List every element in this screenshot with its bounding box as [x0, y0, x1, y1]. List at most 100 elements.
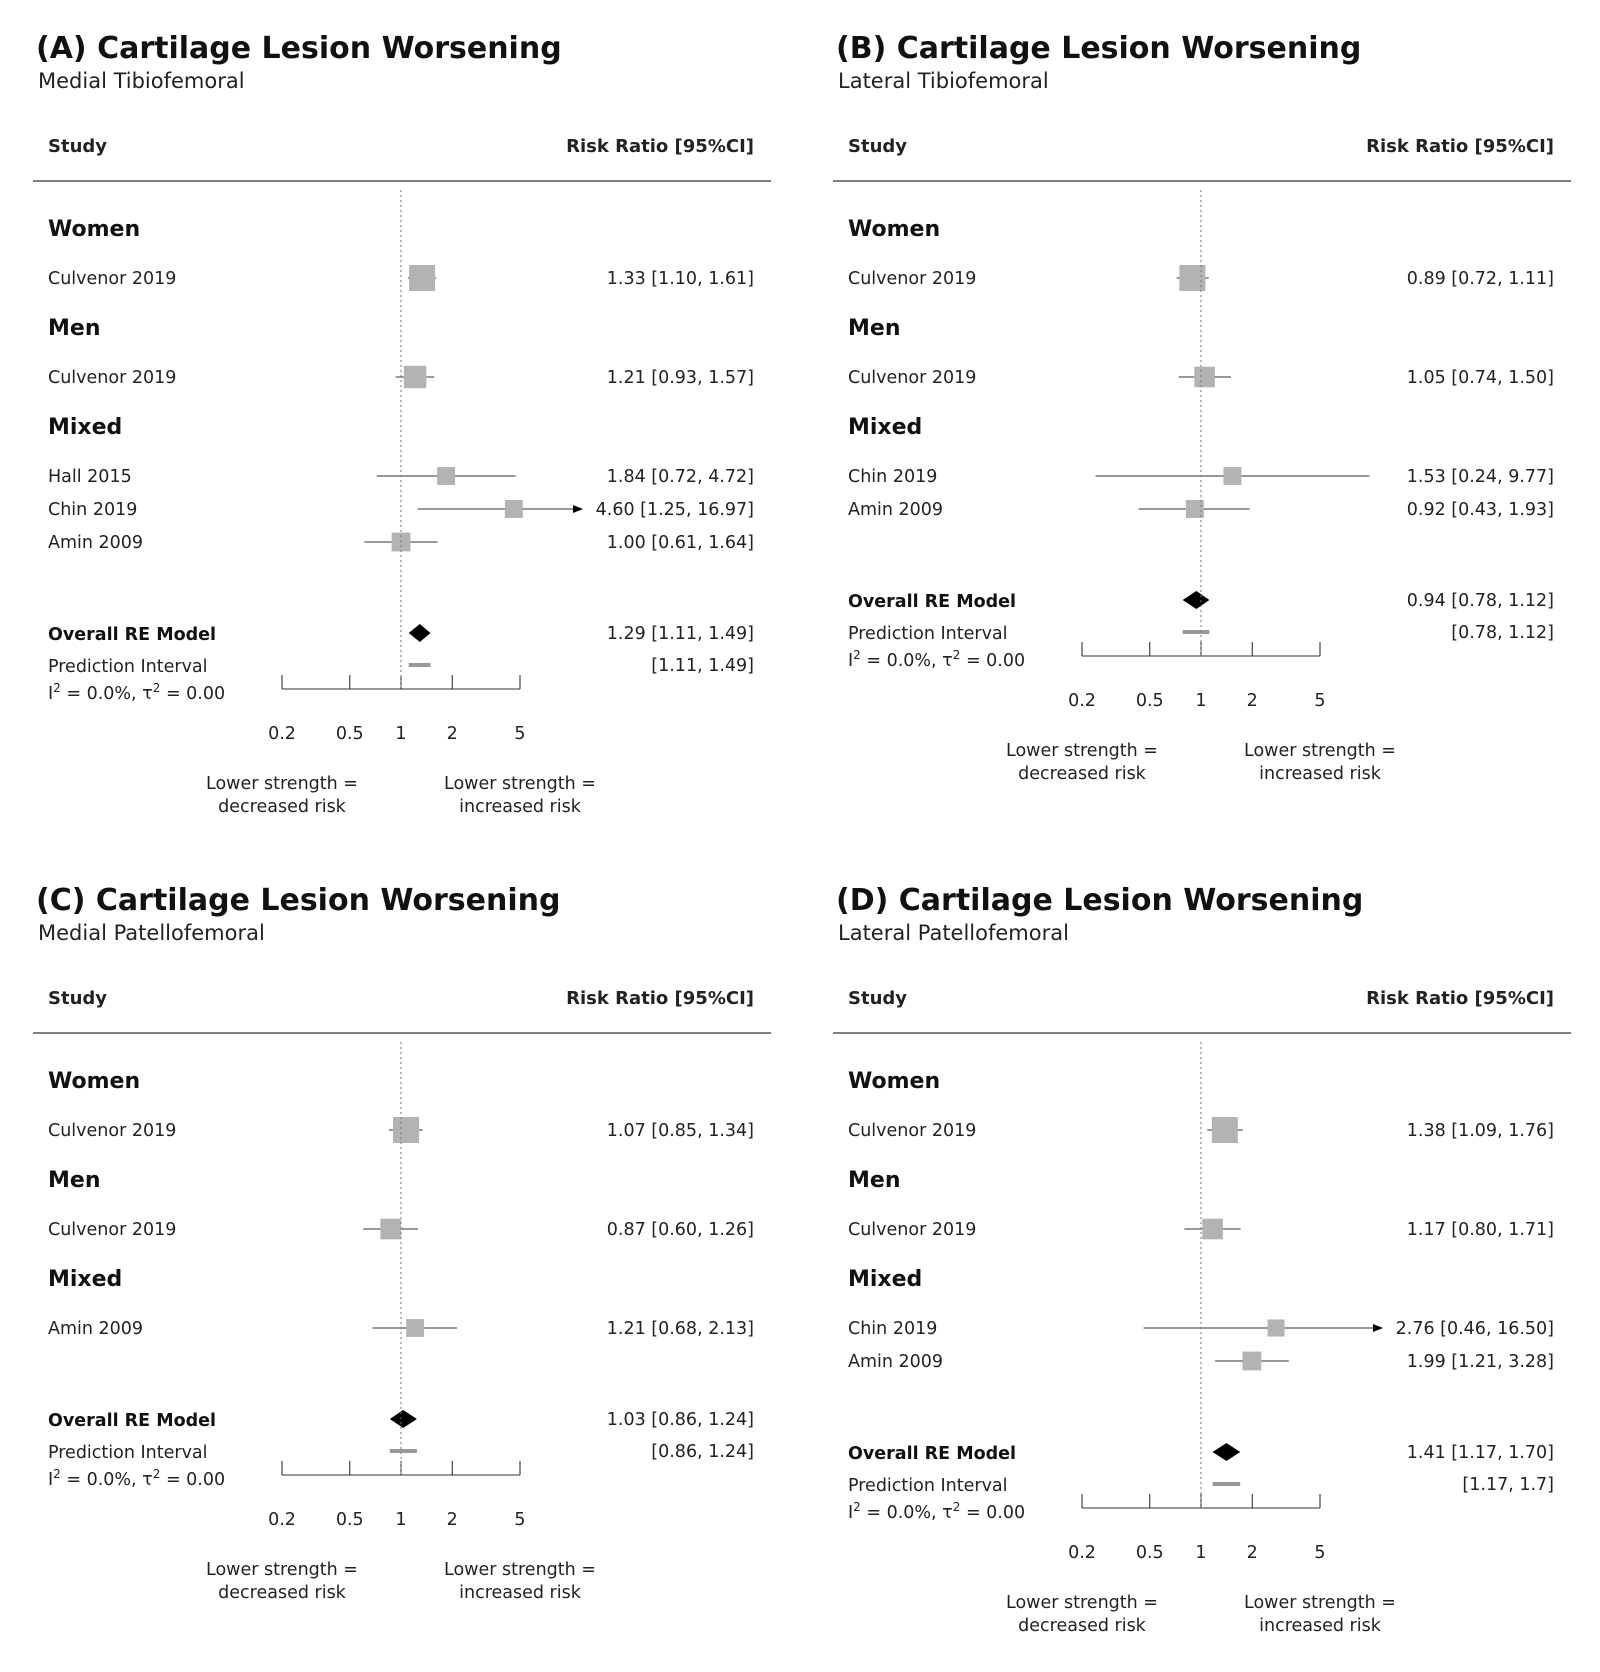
- group-label: Women: [48, 1069, 140, 1094]
- heterogeneity-stats: I2 = 0.0%, τ2 = 0.00: [848, 648, 1025, 671]
- forest-panel-a: (A) Cartilage Lesion Worsening Medial Tib…: [0, 0, 800, 820]
- overall-diamond: [389, 1410, 417, 1428]
- x-tick-label: 1: [395, 724, 406, 744]
- left-direction-label: Lower strength =: [206, 774, 358, 794]
- overall-risk-ratio-value: 1.29 [1.11, 1.49]: [607, 624, 754, 644]
- right-direction-label-line2: increased risk: [459, 1583, 582, 1603]
- x-tick-label: 0.2: [1068, 1543, 1096, 1563]
- prediction-interval-value: [0.78, 1.12]: [1451, 623, 1554, 643]
- study-point-estimate: [393, 1117, 420, 1143]
- x-tick-label: 2: [447, 1510, 458, 1530]
- x-tick-label: 0.5: [336, 1510, 364, 1530]
- left-direction-label: Lower strength =: [206, 1560, 358, 1580]
- study-point-estimate: [1223, 467, 1242, 485]
- study-risk-ratio-value: 1.21 [0.93, 1.57]: [607, 368, 754, 388]
- study-risk-ratio-value: 1.07 [0.85, 1.34]: [607, 1121, 754, 1141]
- study-label: Culvenor 2019: [48, 1121, 176, 1141]
- group-label: Women: [48, 217, 140, 242]
- study-point-estimate: [1194, 366, 1215, 388]
- study-point-estimate: [1267, 1319, 1285, 1337]
- study-label: Amin 2009: [848, 500, 943, 520]
- group-label: Men: [48, 316, 100, 341]
- x-tick-label: 1: [395, 1510, 406, 1530]
- study-point-estimate: [1185, 500, 1204, 518]
- right-direction-label-line2: increased risk: [1259, 764, 1382, 784]
- study-risk-ratio-value: 1.53 [0.24, 9.77]: [1407, 467, 1554, 487]
- study-risk-ratio-value: 1.05 [0.74, 1.50]: [1407, 368, 1554, 388]
- overall-risk-ratio-value: 1.41 [1.17, 1.70]: [1407, 1443, 1554, 1463]
- overall-model-label: Overall RE Model: [48, 625, 216, 645]
- study-point-estimate: [437, 467, 456, 485]
- panel-subtitle: Medial Patellofemoral: [38, 921, 265, 945]
- right-direction-label: Lower strength =: [444, 774, 596, 794]
- study-point-estimate: [403, 365, 427, 389]
- study-label: Culvenor 2019: [848, 269, 976, 289]
- group-label: Men: [48, 1168, 100, 1193]
- overall-model-label: Overall RE Model: [848, 592, 1016, 612]
- prediction-interval-value: [0.86, 1.24]: [651, 1442, 754, 1462]
- column-header-risk-ratio: Risk Ratio [95%CI]: [1366, 988, 1554, 1009]
- study-point-estimate: [406, 1319, 425, 1337]
- study-point-estimate: [1242, 1351, 1262, 1371]
- study-risk-ratio-value: 1.33 [1.10, 1.61]: [607, 269, 754, 289]
- study-label: Chin 2019: [848, 1319, 937, 1339]
- group-label: Men: [848, 1168, 900, 1193]
- study-label: Amin 2009: [48, 533, 143, 553]
- study-point-estimate: [1179, 265, 1206, 291]
- column-header-study: Study: [848, 136, 907, 157]
- column-header-study: Study: [848, 988, 907, 1009]
- overall-risk-ratio-value: 0.94 [0.78, 1.12]: [1407, 591, 1554, 611]
- column-header-risk-ratio: Risk Ratio [95%CI]: [1366, 136, 1554, 157]
- study-risk-ratio-value: 1.99 [1.21, 3.28]: [1407, 1352, 1554, 1372]
- right-direction-label-line2: increased risk: [1259, 1616, 1382, 1636]
- heterogeneity-stats: I2 = 0.0%, τ2 = 0.00: [48, 681, 225, 704]
- prediction-interval-label: Prediction Interval: [848, 624, 1008, 644]
- x-tick-label: 1: [1195, 1543, 1206, 1563]
- study-risk-ratio-value: 2.76 [0.46, 16.50]: [1396, 1319, 1554, 1339]
- overall-model-label: Overall RE Model: [848, 1444, 1016, 1464]
- x-tick-label: 0.2: [1068, 691, 1096, 711]
- study-label: Culvenor 2019: [848, 368, 976, 388]
- x-tick-label: 0.5: [1136, 1543, 1164, 1563]
- study-risk-ratio-value: 1.84 [0.72, 4.72]: [607, 467, 754, 487]
- x-tick-label: 5: [1314, 691, 1325, 711]
- forest-plot-svg: (B) Cartilage Lesion Worsening Lateral Ti…: [833, 31, 1571, 784]
- forest-panel-c: (C) Cartilage Lesion Worsening Medial Pat…: [0, 852, 800, 1672]
- x-tick-label: 5: [514, 1510, 525, 1530]
- left-direction-label-line2: decreased risk: [1018, 1616, 1147, 1636]
- column-header-study: Study: [48, 136, 107, 157]
- study-label: Culvenor 2019: [48, 1220, 176, 1240]
- column-header-risk-ratio: Risk Ratio [95%CI]: [566, 988, 754, 1009]
- right-direction-label-line2: increased risk: [459, 797, 582, 817]
- study-risk-ratio-value: 1.00 [0.61, 1.64]: [607, 533, 754, 553]
- study-risk-ratio-value: 0.89 [0.72, 1.11]: [1407, 269, 1554, 289]
- study-label: Amin 2009: [48, 1319, 143, 1339]
- forest-plot-svg: (D) Cartilage Lesion Worsening Lateral Pa…: [833, 883, 1571, 1636]
- x-tick-label: 0.2: [268, 1510, 296, 1530]
- study-label: Culvenor 2019: [848, 1220, 976, 1240]
- study-label: Hall 2015: [48, 467, 132, 487]
- x-tick-label: 0.5: [336, 724, 364, 744]
- right-direction-label: Lower strength =: [1244, 741, 1396, 761]
- right-direction-label: Lower strength =: [1244, 1593, 1396, 1613]
- study-risk-ratio-value: 0.92 [0.43, 1.93]: [1407, 500, 1554, 520]
- forest-plot-svg: (C) Cartilage Lesion Worsening Medial Pat…: [33, 883, 771, 1603]
- overall-diamond: [408, 624, 431, 642]
- overall-diamond: [1182, 591, 1210, 609]
- left-direction-label-line2: decreased risk: [218, 1583, 347, 1603]
- left-direction-label: Lower strength =: [1006, 1593, 1158, 1613]
- x-tick-label: 1: [1195, 691, 1206, 711]
- x-tick-label: 5: [1314, 1543, 1325, 1563]
- right-direction-label: Lower strength =: [444, 1560, 596, 1580]
- group-label: Mixed: [48, 1267, 122, 1292]
- group-label: Men: [848, 316, 900, 341]
- ci-arrow: [573, 505, 583, 513]
- study-risk-ratio-value: 0.87 [0.60, 1.26]: [607, 1220, 754, 1240]
- overall-model-label: Overall RE Model: [48, 1411, 216, 1431]
- column-header-risk-ratio: Risk Ratio [95%CI]: [566, 136, 754, 157]
- x-tick-label: 5: [514, 724, 525, 744]
- panel-subtitle: Lateral Tibiofemoral: [838, 69, 1049, 93]
- prediction-interval-label: Prediction Interval: [48, 1443, 208, 1463]
- left-direction-label-line2: decreased risk: [218, 797, 347, 817]
